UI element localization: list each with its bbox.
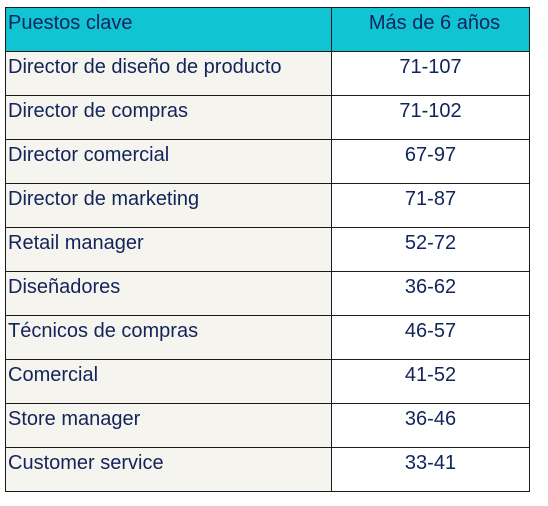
range-cell: 71-102 (331, 95, 530, 140)
range-cell: 71-107 (331, 51, 530, 96)
table-row: Director de marketing 71-87 (5, 183, 530, 228)
range-cell: 36-46 (331, 403, 530, 448)
role-cell: Director comercial (5, 139, 332, 184)
range-cell: 71-87 (331, 183, 530, 228)
role-cell: Retail manager (5, 227, 332, 272)
table-row: Director de diseño de producto 71-107 (5, 51, 530, 96)
role-cell: Director de diseño de producto (5, 51, 332, 96)
range-cell: 41-52 (331, 359, 530, 404)
role-cell: Diseñadores (5, 271, 332, 316)
table-row: Comercial 41-52 (5, 359, 530, 404)
table-row: Customer service 33-41 (5, 447, 530, 492)
range-cell: 46-57 (331, 315, 530, 360)
role-cell: Técnicos de compras (5, 315, 332, 360)
table-row: Store manager 36-46 (5, 403, 530, 448)
table-row: Retail manager 52-72 (5, 227, 530, 272)
table-row: Diseñadores 36-62 (5, 271, 530, 316)
role-cell: Director de compras (5, 95, 332, 140)
table-row: Director de compras 71-102 (5, 95, 530, 140)
role-cell: Store manager (5, 403, 332, 448)
table-header-row: Puestos clave Más de 6 años (5, 7, 530, 52)
table-row: Técnicos de compras 46-57 (5, 315, 530, 360)
salary-table: Puestos clave Más de 6 años Director de … (5, 7, 530, 492)
range-cell: 33-41 (331, 447, 530, 492)
range-cell: 36-62 (331, 271, 530, 316)
table-row: Director comercial 67-97 (5, 139, 530, 184)
header-range: Más de 6 años (331, 7, 530, 52)
range-cell: 52-72 (331, 227, 530, 272)
role-cell: Customer service (5, 447, 332, 492)
header-role: Puestos clave (5, 7, 332, 52)
range-cell: 67-97 (331, 139, 530, 184)
role-cell: Comercial (5, 359, 332, 404)
role-cell: Director de marketing (5, 183, 332, 228)
